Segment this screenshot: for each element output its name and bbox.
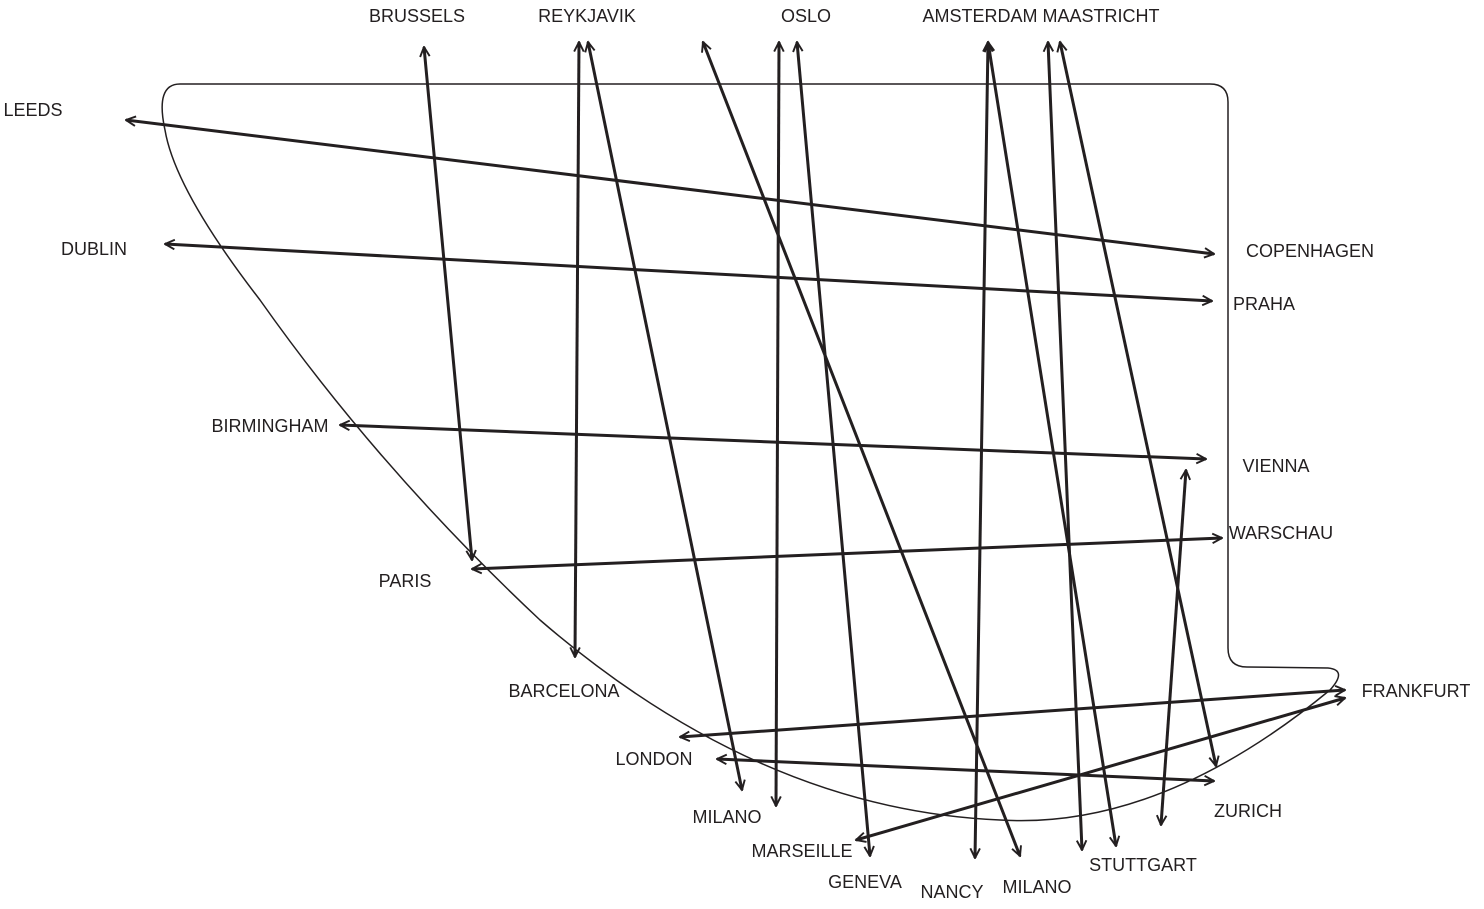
arrow (472, 538, 1222, 569)
city-label: MAASTRICHT (1043, 6, 1160, 26)
region-outline (161, 83, 1340, 822)
arrows (126, 42, 1345, 858)
arrow (797, 42, 870, 856)
city-label: COPENHAGEN (1246, 241, 1374, 261)
arrow (340, 425, 1206, 459)
city-label: PRAHA (1233, 294, 1295, 314)
city-label: MARSEILLE (751, 841, 852, 861)
city-label: MILANO (1002, 877, 1071, 897)
city-label: STUTTGART (1089, 855, 1197, 875)
city-label: ZURICH (1214, 801, 1282, 821)
city-label: AMSTERDAM (922, 6, 1037, 26)
city-label: BIRMINGHAM (212, 416, 329, 436)
arrow (165, 244, 1212, 301)
city-labels: BRUSSELS REYKJAVIK OSLO AMSTERDAM MAASTR… (3, 6, 1470, 902)
city-label: LEEDS (3, 100, 62, 120)
city-label: PARIS (379, 571, 432, 591)
city-label: VIENNA (1242, 456, 1309, 476)
city-label: BARCELONA (508, 681, 619, 701)
arrow (424, 47, 472, 560)
city-label: NANCY (920, 882, 983, 902)
city-label: MILANO (692, 807, 761, 827)
arrow (126, 120, 1214, 254)
city-label: WARSCHAU (1229, 523, 1333, 543)
city-label: FRANKFURT (1362, 681, 1471, 701)
arrow (680, 690, 1345, 737)
city-label: OSLO (781, 6, 831, 26)
city-label: GENEVA (828, 872, 902, 892)
arrow (1060, 42, 1216, 766)
city-label: REYKJAVIK (538, 6, 636, 26)
city-label: BRUSSELS (369, 6, 465, 26)
arrow (776, 42, 779, 806)
arrow (717, 759, 1214, 781)
arrow (588, 42, 742, 790)
city-label: DUBLIN (61, 239, 127, 259)
city-label: LONDON (615, 749, 692, 769)
